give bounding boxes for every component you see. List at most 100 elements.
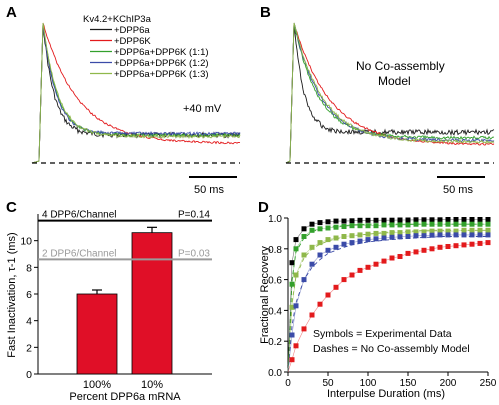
d-data-point — [421, 247, 427, 253]
d-data-point — [325, 247, 331, 253]
legend-label: +DPP6a+DPP6K (1:2) — [114, 58, 209, 69]
c-y-tick-label: 2 — [26, 342, 32, 354]
d-data-point — [357, 238, 363, 244]
d-data-point — [421, 229, 427, 235]
panel-b-traces — [285, 22, 495, 164]
d-x-tick-label: 200 — [440, 378, 457, 389]
d-data-point — [381, 258, 387, 264]
d-data-point — [365, 223, 371, 229]
d-data-point — [341, 277, 347, 283]
panel-c-bar-chart: 0 2 4 6 8 10 100% 10% 4 DPP6/Channel P=0.14 2 DPP6… — [20, 210, 212, 391]
d-data-point — [453, 232, 459, 238]
d-data-point — [437, 228, 443, 234]
panel-b-trace-mix-1-1 — [285, 22, 495, 164]
d-data-point — [389, 217, 395, 223]
d-data-point — [413, 233, 419, 239]
panel-b-trace-mix-1-3 — [285, 22, 495, 164]
panel-b-annotation-line1: No Co-assembly — [356, 59, 445, 73]
d-data-point — [289, 357, 295, 363]
panel-c-y-axis-label: Fast Inactivation, τ-1 (ms) — [6, 232, 18, 357]
d-data-point — [357, 267, 363, 273]
d-data-point — [309, 244, 315, 250]
d-data-point — [341, 224, 347, 229]
d-data-point — [289, 281, 295, 287]
d-data-point — [389, 230, 395, 236]
d-y-tick-label: 1.0 — [268, 214, 282, 225]
panel-d-annotation-line1: Symbols = Experimental Data — [313, 328, 452, 340]
d-data-point — [445, 232, 451, 238]
d-data-point — [301, 234, 307, 239]
d-data-point — [461, 217, 467, 222]
d-data-point — [365, 237, 371, 243]
d-data-point — [429, 232, 435, 238]
d-data-point — [333, 235, 339, 241]
d-data-point — [333, 244, 339, 250]
c-reference-label: 2 DPP6/Channel — [42, 248, 117, 259]
d-data-point — [413, 229, 419, 235]
d-data-point — [289, 332, 295, 338]
d-data-point — [349, 233, 355, 239]
d-data-point — [437, 221, 443, 227]
d-data-point — [333, 224, 339, 230]
d-y-tick-label: 0.2 — [268, 337, 282, 348]
d-data-point — [397, 254, 403, 259]
d-data-point — [485, 240, 491, 246]
d-data-point — [373, 217, 379, 223]
d-data-point — [301, 326, 307, 332]
d-data-point — [309, 221, 315, 227]
c-category-label: 10% — [141, 379, 163, 391]
d-data-point — [317, 301, 323, 307]
c-y-tick-label: 0 — [26, 369, 32, 381]
d-data-point — [477, 227, 483, 233]
d-data-point — [445, 217, 451, 222]
c-bar — [131, 232, 173, 375]
panel-d-recovery-chart: 0.0 0.2 0.4 0.6 0.8 1.0 0 50 100 150 200 250 — [268, 214, 497, 389]
d-data-point — [309, 227, 315, 233]
d-data-point — [349, 223, 355, 229]
c-reference-p: P=0.03 — [178, 248, 210, 259]
d-data-point — [469, 217, 475, 222]
panel-label-d: D — [258, 199, 269, 216]
panel-a-trace-mix-1-1 — [31, 22, 241, 164]
panel-b-trace-dpp6k — [285, 22, 495, 164]
c-y-tick-label: 6 — [26, 289, 32, 301]
d-data-point — [397, 234, 403, 240]
d-data-point — [453, 243, 459, 249]
d-data-point — [317, 220, 323, 226]
legend-title: Kv4.2+KChIP3a — [83, 14, 152, 25]
d-data-point — [341, 218, 347, 224]
d-data-point — [389, 222, 395, 228]
panel-d-y-axis-label: Fractional Recovery — [259, 246, 271, 344]
d-data-point — [405, 217, 411, 223]
panel-b-scale-bar-label: 50 ms — [443, 184, 473, 196]
d-data-point — [469, 232, 475, 238]
d-data-point — [485, 232, 491, 238]
d-data-point — [469, 241, 475, 247]
legend-label: +DPP6a — [114, 25, 150, 36]
d-data-point — [389, 255, 395, 261]
d-data-point — [445, 244, 451, 249]
panel-a-trace-dpp6k — [31, 22, 241, 164]
d-data-point — [381, 230, 387, 236]
d-data-point — [349, 218, 355, 224]
d-y-tick-label: 0.8 — [268, 245, 282, 256]
d-data-point — [349, 272, 355, 278]
d-data-point — [381, 235, 387, 241]
d-x-tick-label: 100 — [360, 378, 377, 389]
panel-a-legend: Kv4.2+KChIP3a+DPP6a+DPP6K+DPP6a+DPP6K (1… — [83, 14, 209, 80]
d-data-point — [397, 217, 403, 223]
c-bar — [76, 293, 118, 375]
panel-b-trace-dpp6a — [285, 22, 495, 164]
d-data-point — [365, 217, 371, 223]
d-data-point — [397, 222, 403, 228]
c-reference-p: P=0.14 — [178, 210, 210, 221]
d-data-point — [357, 217, 363, 223]
legend-label: +DPP6a+DPP6K (1:1) — [114, 47, 209, 58]
d-x-tick-label: 50 — [322, 378, 334, 389]
d-data-point — [477, 221, 483, 227]
d-data-point — [405, 234, 411, 239]
d-data-point — [461, 232, 467, 238]
panel-c-x-axis-label: Percent DPP6a mRNA — [69, 391, 181, 403]
d-data-point — [453, 217, 459, 222]
